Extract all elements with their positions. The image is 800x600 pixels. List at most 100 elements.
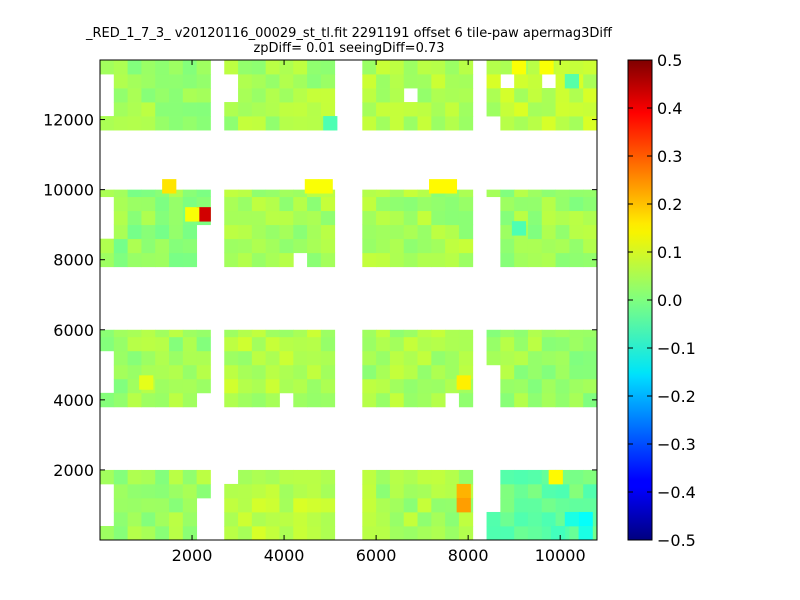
heatmap-cell — [362, 252, 377, 268]
heatmap-cell — [514, 252, 529, 268]
heatmap-cell — [127, 74, 142, 89]
heatmap-cell — [141, 511, 156, 527]
heatmap-cell — [307, 378, 322, 394]
heatmap-cell — [458, 88, 474, 103]
heatmap-cell — [514, 74, 529, 89]
heatmap-cell — [431, 511, 446, 527]
heatmap-cell — [169, 511, 184, 527]
heatmap-cell — [431, 74, 446, 89]
heatmap-cell — [376, 196, 391, 212]
heatmap-cell — [417, 238, 432, 254]
heatmap-cell — [169, 329, 184, 338]
heatmap-cell — [376, 511, 391, 527]
heatmap-cell — [458, 329, 474, 338]
heatmap-cell — [527, 497, 543, 513]
heatmap-cell — [224, 102, 239, 117]
heatmap-cell — [141, 497, 156, 513]
heatmap-cell — [169, 60, 184, 75]
heatmap-cell — [155, 525, 170, 541]
heatmap-cell — [127, 469, 142, 485]
heatmap-cell — [500, 116, 515, 131]
heatmap-cell — [389, 210, 405, 226]
heatmap-cell — [141, 116, 156, 131]
heatmap-cell — [320, 88, 336, 103]
heatmap-cell — [486, 350, 501, 366]
heatmap-cell — [514, 469, 529, 485]
heatmap-cell — [569, 497, 584, 513]
colorbar-tick-label: 0.2 — [657, 195, 682, 214]
heatmap-cell — [155, 364, 170, 380]
heatmap-cell-highlight — [429, 179, 444, 194]
heatmap-cell — [458, 74, 474, 89]
heatmap-cell — [265, 116, 280, 131]
heatmap-cell — [376, 74, 391, 89]
heatmap-cell-highlight — [511, 221, 527, 236]
heatmap-cell — [182, 238, 198, 254]
heatmap-cell-highlight — [196, 207, 211, 222]
heatmap-cell — [155, 350, 170, 366]
heatmap-cell — [541, 116, 556, 131]
heatmap-cell — [417, 483, 432, 499]
heatmap-cell — [169, 88, 184, 103]
heatmap-cell — [155, 469, 170, 485]
heatmap-cell — [431, 88, 446, 103]
heatmap-cell — [224, 210, 239, 226]
heatmap-cell — [238, 252, 253, 268]
heatmap-cell — [293, 238, 308, 254]
heatmap-cell-highlight — [539, 60, 554, 75]
heatmap-cell — [265, 511, 280, 527]
heatmap-cell — [527, 329, 543, 338]
heatmap-cell — [555, 497, 570, 513]
heatmap-cell — [362, 336, 377, 352]
heatmap-cell — [155, 196, 170, 212]
heatmap-cell — [265, 196, 280, 212]
heatmap-cell — [583, 210, 598, 226]
heatmap-cell — [279, 74, 294, 89]
heatmap-cell — [389, 329, 405, 338]
heatmap-cell — [500, 469, 515, 485]
heatmap-cell — [238, 350, 253, 366]
heatmap-cell-highlight — [578, 525, 593, 541]
heatmap-cell — [527, 60, 543, 75]
heatmap-cell — [541, 483, 556, 499]
heatmap-cell — [403, 511, 418, 527]
heatmap-cell — [279, 364, 294, 380]
heatmap-cell — [293, 116, 308, 131]
heatmap-cell — [458, 252, 474, 268]
heatmap-cell — [555, 60, 570, 75]
heatmap-cell — [155, 329, 170, 338]
heatmap-cell — [376, 116, 391, 131]
heatmap-cell — [196, 483, 211, 499]
heatmap-cell — [224, 336, 239, 352]
heatmap-cell — [141, 469, 156, 485]
heatmap-cell — [431, 116, 446, 131]
heatmap-cell — [238, 74, 253, 89]
heatmap-cell — [569, 224, 584, 240]
heatmap-cell-highlight — [318, 179, 333, 194]
heatmap-cell — [569, 210, 584, 226]
heatmap-cell — [224, 196, 239, 212]
heatmap-cell — [389, 392, 405, 408]
heatmap-cell — [445, 238, 460, 254]
heatmap-cell — [224, 364, 239, 380]
heatmap-cell — [265, 364, 280, 380]
y-tick-label: 4000 — [53, 391, 94, 410]
heatmap-cell — [279, 336, 294, 352]
heatmap-cell — [113, 224, 129, 240]
heatmap-cell — [527, 511, 543, 527]
heatmap-cell — [445, 350, 460, 366]
heatmap-cell — [320, 364, 336, 380]
heatmap-cell — [389, 88, 405, 103]
y-tick-label: 12000 — [43, 111, 94, 130]
heatmap-cell — [431, 350, 446, 366]
heatmap-cell — [389, 483, 405, 499]
heatmap-cell — [389, 350, 405, 366]
heatmap-cell — [527, 525, 543, 541]
heatmap-cell — [362, 88, 377, 103]
heatmap-cell — [541, 189, 556, 198]
heatmap-cell — [514, 378, 529, 394]
heatmap-cell — [251, 392, 267, 408]
heatmap-cell — [155, 336, 170, 352]
heatmap-cell — [389, 497, 405, 513]
heatmap-cell — [569, 364, 584, 380]
